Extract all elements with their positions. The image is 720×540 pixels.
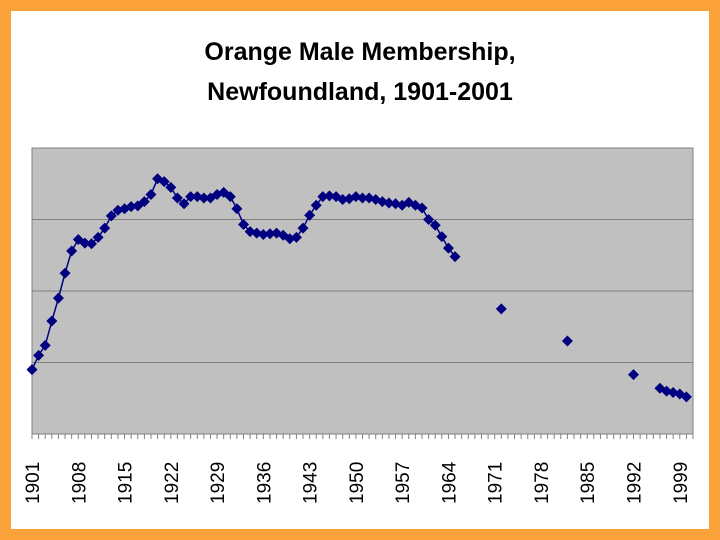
chart-title: Orange Male Membership, Newfoundland, 19… [0, 32, 720, 112]
x-tick-label: 1908 [69, 462, 90, 504]
x-tick-label: 1985 [578, 462, 599, 504]
x-tick-label: 1964 [439, 461, 460, 504]
data-point [185, 191, 197, 203]
data-point [257, 229, 269, 241]
series-orange-male-membership [26, 173, 692, 403]
data-point [26, 364, 38, 376]
data-point [317, 191, 329, 203]
x-tick-label: 1971 [486, 462, 507, 504]
data-point [198, 192, 210, 204]
data-point [52, 292, 64, 304]
x-tick-label: 1922 [162, 462, 183, 504]
data-point [46, 315, 58, 327]
data-point [323, 190, 335, 202]
x-tick-label: 1943 [301, 462, 322, 504]
data-point [449, 251, 461, 263]
x-tick-label: 1950 [347, 462, 368, 504]
x-tick-label: 1915 [116, 462, 137, 504]
data-point [171, 192, 183, 204]
data-point [85, 238, 97, 250]
x-tick-label: 1929 [208, 462, 229, 504]
data-point [145, 188, 157, 200]
data-point [680, 391, 692, 403]
chart-title-line-1: Orange Male Membership, [204, 38, 516, 66]
x-tick-label: 1992 [625, 462, 646, 504]
data-point [310, 199, 322, 211]
data-point [59, 267, 71, 279]
data-point [238, 219, 250, 231]
data-point [178, 198, 190, 210]
data-point [290, 231, 302, 243]
data-point [92, 231, 104, 243]
data-point [436, 231, 448, 243]
x-tick-label: 1957 [393, 462, 414, 504]
chart-title-line-2: Newfoundland, 1901-2001 [207, 78, 513, 106]
x-tick-label: 1999 [671, 462, 692, 504]
data-point [231, 203, 243, 215]
x-tick-label: 1936 [254, 462, 275, 504]
data-point [79, 237, 91, 249]
data-point [105, 210, 117, 222]
data-point [357, 192, 368, 204]
data-point [561, 335, 573, 347]
data-point [383, 197, 395, 209]
x-axis: 1901 1908 1915 1922 1929 1936 1943 1950 1957 1964… [23, 433, 694, 504]
data-point [165, 181, 177, 193]
data-point [33, 349, 45, 361]
data-point [224, 191, 236, 203]
data-point [442, 242, 454, 254]
data-point [99, 222, 111, 234]
data-point [429, 219, 441, 231]
data-point [125, 201, 137, 213]
x-tick-label: 1901 [23, 462, 44, 504]
data-point [39, 339, 51, 351]
data-point [495, 303, 507, 315]
data-point [337, 193, 349, 205]
data-point [138, 196, 150, 208]
data-point [297, 222, 309, 234]
data-point [66, 245, 78, 257]
data-point [304, 209, 316, 221]
data-point [423, 214, 435, 225]
gridlines [32, 219, 693, 363]
data-point [628, 369, 640, 381]
data-point [416, 202, 428, 214]
data-point [264, 228, 276, 240]
x-tick-label: 1978 [532, 462, 553, 504]
data-point [158, 176, 170, 188]
